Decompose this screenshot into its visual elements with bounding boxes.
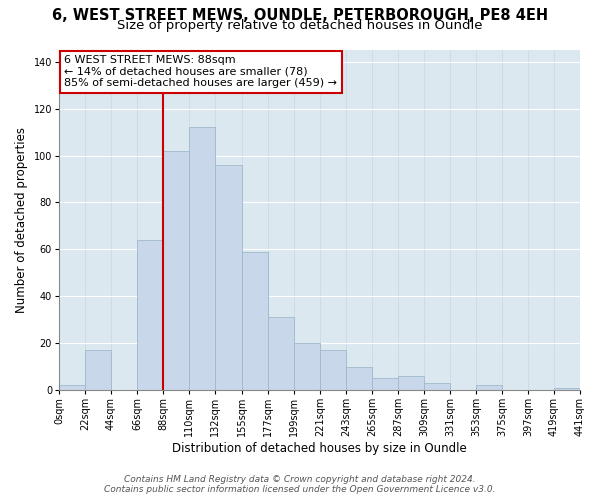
Bar xyxy=(372,378,398,390)
Bar xyxy=(137,240,163,390)
Bar xyxy=(424,383,450,390)
Bar xyxy=(320,350,346,390)
Bar xyxy=(85,350,111,390)
Text: Size of property relative to detached houses in Oundle: Size of property relative to detached ho… xyxy=(117,18,483,32)
Bar xyxy=(398,376,424,390)
Text: Contains HM Land Registry data © Crown copyright and database right 2024.
Contai: Contains HM Land Registry data © Crown c… xyxy=(104,474,496,494)
Text: 6, WEST STREET MEWS, OUNDLE, PETERBOROUGH, PE8 4EH: 6, WEST STREET MEWS, OUNDLE, PETERBOROUG… xyxy=(52,8,548,22)
Bar xyxy=(294,343,320,390)
Text: 6 WEST STREET MEWS: 88sqm
← 14% of detached houses are smaller (78)
85% of semi-: 6 WEST STREET MEWS: 88sqm ← 14% of detac… xyxy=(64,55,337,88)
Bar xyxy=(346,366,372,390)
Bar xyxy=(215,165,242,390)
Bar xyxy=(554,388,580,390)
Bar xyxy=(242,252,268,390)
Bar xyxy=(476,386,502,390)
Bar xyxy=(189,128,215,390)
Bar xyxy=(268,318,294,390)
X-axis label: Distribution of detached houses by size in Oundle: Distribution of detached houses by size … xyxy=(172,442,467,455)
Bar xyxy=(59,386,85,390)
Bar xyxy=(163,151,189,390)
Y-axis label: Number of detached properties: Number of detached properties xyxy=(15,127,28,313)
